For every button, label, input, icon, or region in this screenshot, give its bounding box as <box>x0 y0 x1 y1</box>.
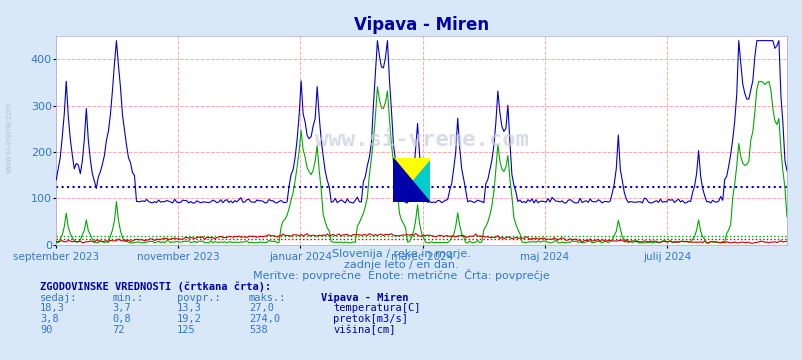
Text: 0,8: 0,8 <box>112 314 131 324</box>
Text: 72: 72 <box>112 325 125 335</box>
Text: višina[cm]: višina[cm] <box>333 325 395 335</box>
Text: 538: 538 <box>249 325 267 335</box>
Text: povpr.:: povpr.: <box>176 293 220 303</box>
Polygon shape <box>393 158 429 202</box>
Text: sedaj:: sedaj: <box>40 293 78 303</box>
Text: www.si-vreme.com: www.si-vreme.com <box>314 130 528 150</box>
Text: pretok[m3/s]: pretok[m3/s] <box>333 314 407 324</box>
Text: Meritve: povprečne  Enote: metrične  Črta: povprečje: Meritve: povprečne Enote: metrične Črta:… <box>253 269 549 281</box>
Text: 27,0: 27,0 <box>249 303 273 314</box>
Title: Vipava - Miren: Vipava - Miren <box>354 17 488 35</box>
Text: min.:: min.: <box>112 293 144 303</box>
Text: zadnje leto / en dan.: zadnje leto / en dan. <box>344 260 458 270</box>
Text: 18,3: 18,3 <box>40 303 65 314</box>
Polygon shape <box>393 158 429 202</box>
Polygon shape <box>393 158 429 202</box>
Text: 274,0: 274,0 <box>249 314 280 324</box>
Text: temperatura[C]: temperatura[C] <box>333 303 420 314</box>
Text: 13,3: 13,3 <box>176 303 201 314</box>
Text: 19,2: 19,2 <box>176 314 201 324</box>
Text: 3,8: 3,8 <box>40 314 59 324</box>
Text: 125: 125 <box>176 325 195 335</box>
Text: Vipava - Miren: Vipava - Miren <box>321 293 408 303</box>
Text: Slovenija / reke in morje.: Slovenija / reke in morje. <box>332 249 470 260</box>
Text: 3,7: 3,7 <box>112 303 131 314</box>
Text: 90: 90 <box>40 325 53 335</box>
Text: ZGODOVINSKE VREDNOSTI (črtkana črta):: ZGODOVINSKE VREDNOSTI (črtkana črta): <box>40 281 271 292</box>
Text: maks.:: maks.: <box>249 293 286 303</box>
Text: www.si-vreme.com: www.si-vreme.com <box>5 101 14 173</box>
